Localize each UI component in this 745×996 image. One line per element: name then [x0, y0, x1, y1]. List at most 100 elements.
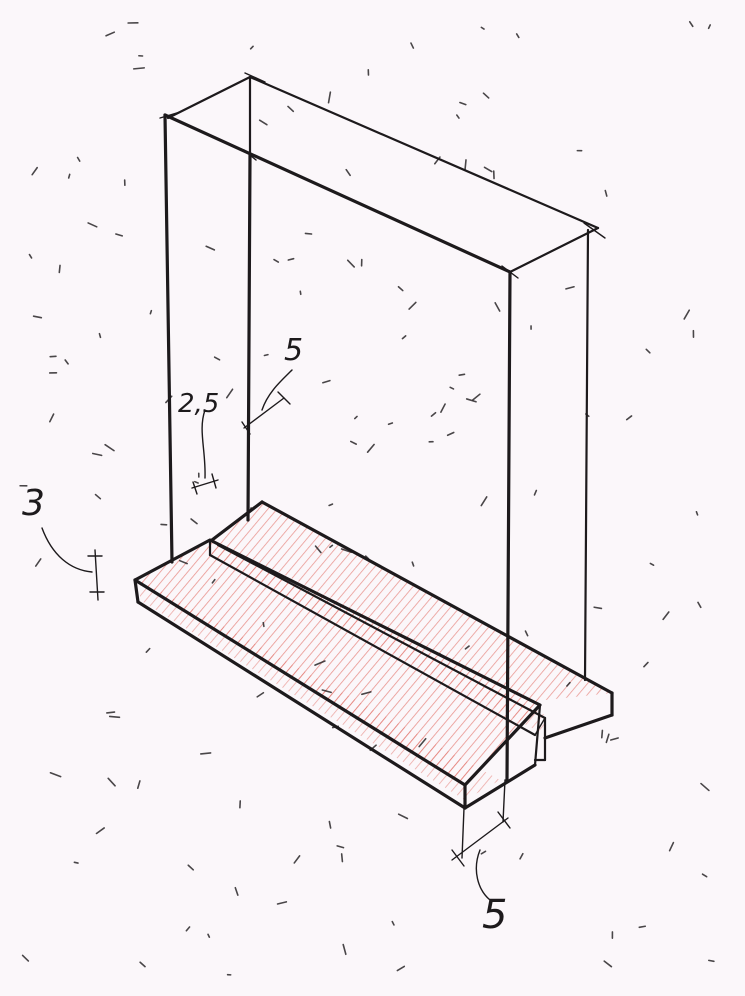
dimension-label-base-thickness: 3 [22, 483, 45, 524]
paper-speck [258, 119, 268, 126]
paper-speck [464, 645, 470, 650]
paper-speck [58, 264, 61, 274]
paper-speck [205, 245, 216, 251]
paper-speck [354, 415, 358, 420]
paper-speck [64, 359, 69, 365]
paper-speck [397, 285, 404, 292]
paper-speck [593, 606, 603, 610]
paper-speck [107, 777, 116, 787]
paper-speck [31, 166, 39, 176]
paper-speck [697, 601, 702, 609]
paper-speck [67, 173, 71, 179]
paper-speck [480, 26, 485, 30]
paper-speck [327, 91, 332, 104]
dimension-label-slot-offset: 5 [284, 333, 303, 368]
paper-speck [249, 507, 252, 513]
paper-speck [256, 691, 265, 698]
paper-speck [366, 443, 375, 453]
paper-speck [515, 33, 520, 39]
paper-speck [187, 864, 195, 871]
paper-speck [350, 440, 357, 445]
paper-speck [194, 480, 199, 484]
paper-speck [136, 780, 141, 790]
paper-speck [401, 335, 407, 340]
paper-speck [387, 422, 394, 426]
paper-speck [533, 489, 538, 496]
paper-speck [391, 920, 395, 926]
paper-speck [322, 379, 331, 384]
paper-speck [145, 647, 151, 653]
paper-speck [336, 845, 345, 849]
paper-speck [105, 31, 116, 37]
paper-speck [115, 233, 124, 237]
paper-speck [494, 302, 501, 312]
paper-speck [225, 388, 234, 399]
base-hatching [135, 502, 612, 800]
paper-speck [364, 555, 370, 560]
paper-speck [211, 578, 216, 584]
paper-speck [213, 356, 221, 361]
back-panel-frame [159, 72, 606, 782]
paper-speck [464, 159, 467, 171]
paper-speck [459, 101, 467, 106]
paper-speck [340, 548, 353, 554]
paper-speck [480, 850, 487, 855]
paper-speck [449, 386, 455, 390]
paper-speck [304, 232, 313, 235]
paper-speck [707, 24, 712, 30]
paper-speck [625, 415, 633, 421]
paper-speck [458, 373, 466, 376]
paper-speck [643, 661, 649, 668]
paper-speck [276, 901, 288, 905]
paper-speck [331, 725, 340, 729]
paper-speck [346, 259, 355, 268]
paper-speck [132, 67, 146, 70]
paper-speck [165, 395, 173, 404]
paper-speck [695, 511, 699, 516]
paper-speck [361, 691, 372, 696]
paper-speck [411, 561, 415, 567]
paper-speck [397, 813, 409, 820]
paper-speck [76, 156, 81, 162]
dimension-slot-offset: 5 [241, 333, 303, 435]
dimension-slot-width: 2,5 [178, 389, 219, 495]
paper-speck [408, 301, 417, 310]
paper-speck [465, 398, 477, 403]
paper-speck [649, 562, 655, 567]
paper-speck [483, 166, 493, 173]
paper-speck [418, 737, 427, 748]
paper-speck [396, 965, 406, 972]
paper-speck [21, 954, 30, 962]
paper-speck [329, 544, 334, 549]
paper-speck [472, 393, 481, 401]
paper-speck [605, 733, 610, 744]
paper-speck [207, 933, 211, 938]
paper-speck [342, 943, 347, 956]
paper-speck [566, 681, 571, 687]
paper-speck [106, 711, 116, 714]
paper-speck [34, 558, 42, 567]
paper-speck [94, 493, 102, 500]
paper-speck [603, 960, 613, 968]
dimension-base-thickness: 3 [22, 483, 105, 601]
paper-speck [432, 651, 441, 655]
paper-speck [433, 156, 441, 165]
back-base-board [210, 500, 614, 762]
paper-speck [49, 771, 62, 778]
paper-speck [701, 873, 708, 878]
front-base-board [133, 538, 542, 810]
paper-speck [519, 852, 524, 860]
paper-speck [410, 42, 415, 49]
paper-speck [683, 309, 691, 320]
paper-speck [263, 353, 269, 357]
paper-speck [185, 926, 191, 932]
paper-speck [688, 20, 694, 28]
paper-speck [328, 820, 332, 829]
dimension-front-board: 5 [451, 779, 511, 938]
paper-speck [249, 45, 254, 50]
paper-speck [565, 285, 575, 290]
paper-speck [234, 886, 239, 896]
paper-speck [262, 621, 265, 628]
paper-speck [95, 827, 105, 835]
